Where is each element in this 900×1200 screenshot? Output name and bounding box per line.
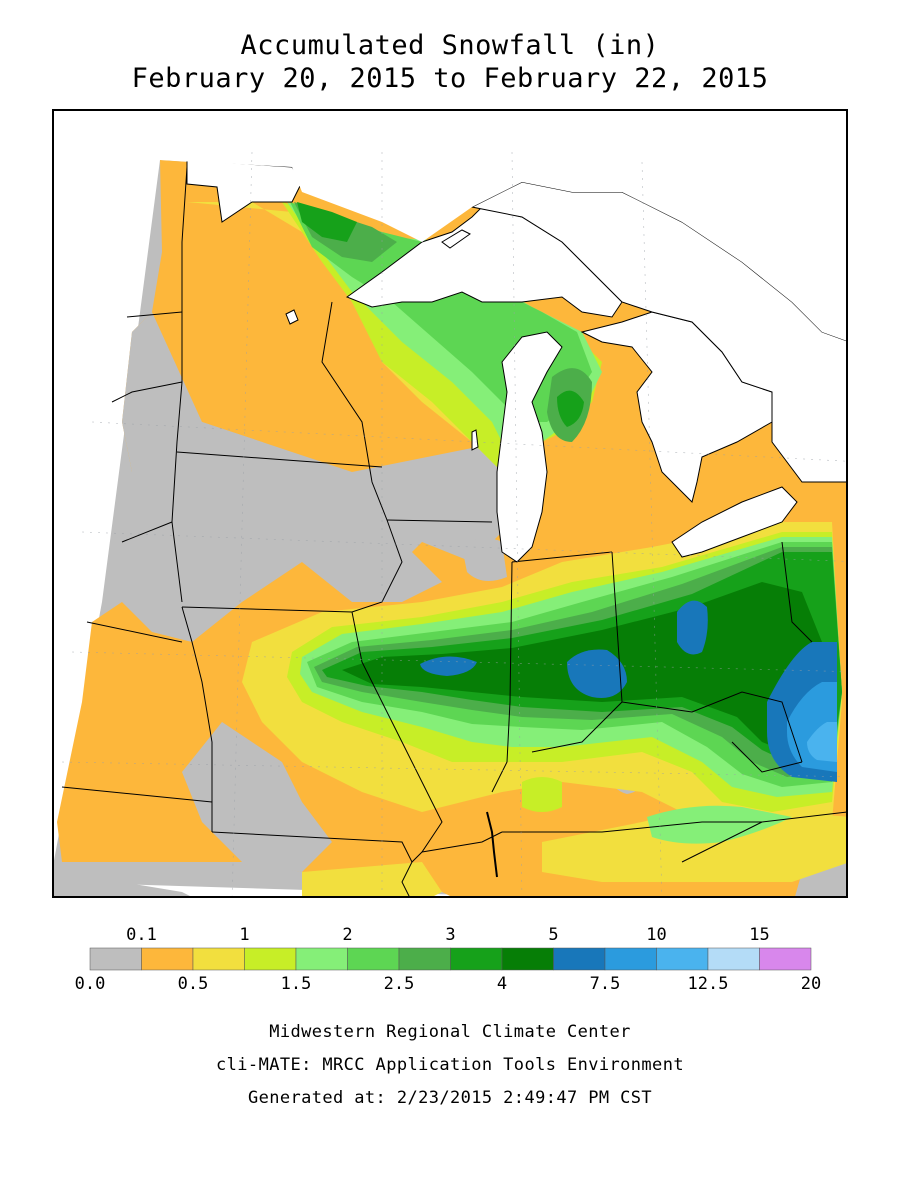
snow-zone-0.5-1-south	[302, 862, 442, 896]
lake-michigan	[496, 331, 563, 563]
snow-zone-10-12.5	[807, 722, 837, 762]
snow-zone-1-1.5-south	[522, 777, 562, 812]
state-boundaries	[61, 166, 846, 896]
legend-swatch	[707, 947, 760, 971]
snow-zone-trace-south	[182, 722, 332, 872]
legend-tick-lower: 7.5	[590, 974, 621, 994]
lake-superior	[345, 206, 623, 318]
legend-tick-upper: 0.1	[126, 925, 157, 945]
snow-zone-5-7.5-ohio	[677, 600, 708, 655]
lake-erie	[671, 486, 798, 558]
snow-zone-5-7.5-illinois	[420, 656, 477, 676]
legend-swatch	[347, 947, 400, 971]
snowfall-map	[52, 109, 848, 898]
credit-organization: Midwestern Regional Climate Center	[269, 1022, 631, 1042]
legend-swatch	[604, 947, 657, 971]
color-legend: 0.1 1 2 3 5 10 15 0.0 0.5 1.5 2.5 4 7.5 12.5 20	[75, 925, 822, 994]
mississippi-river-south	[486, 811, 498, 878]
legend-tick-upper: 1	[239, 925, 249, 945]
snow-zone-5-7.5-indiana	[567, 649, 627, 698]
snow-zone-trace-west	[112, 312, 442, 642]
legend-tick-lower: 0.0	[75, 974, 106, 994]
map-date-range: February 20, 2015 to February 22, 2015	[131, 63, 769, 94]
legend-tick-upper: 3	[445, 925, 455, 945]
legend-tick-lower: 0.5	[178, 974, 209, 994]
snow-zone-3-4-lp	[557, 390, 584, 427]
snow-zone-3-4-north	[297, 202, 357, 242]
snow-zone-1.5-2-southeast	[647, 805, 792, 844]
legend-tick-upper: 15	[749, 925, 769, 945]
lake-of-woods	[285, 309, 299, 325]
legend-swatch	[295, 947, 348, 971]
legend-swatch	[450, 947, 503, 971]
legend-tick-lower: 20	[801, 974, 821, 994]
lake-winnebago	[471, 429, 479, 451]
legend-swatch	[141, 947, 194, 971]
legend-swatch	[398, 947, 451, 971]
snow-zone-trace-iowa	[462, 538, 507, 581]
credit-application: cli-MATE: MRCC Application Tools Environ…	[216, 1055, 684, 1075]
legend-swatch	[656, 947, 709, 971]
legend-swatch	[553, 947, 606, 971]
map-title: Accumulated Snowfall (in)	[240, 30, 660, 61]
legend-tick-upper: 10	[646, 925, 666, 945]
canada-top	[152, 111, 846, 341]
legend-tick-lower: 2.5	[384, 974, 415, 994]
legend-tick-lower: 12.5	[688, 974, 729, 994]
isle-royale	[441, 229, 471, 249]
lat-lon-grid	[61, 151, 846, 896]
legend-tick-lower: 1.5	[281, 974, 312, 994]
legend-swatch	[501, 947, 554, 971]
legend-swatch	[244, 947, 297, 971]
legend-swatch	[89, 947, 142, 971]
legend-tick-lower: 4	[497, 974, 507, 994]
legend-swatch	[192, 947, 245, 971]
snow-zone-trace-southwest	[54, 872, 190, 896]
credit-generated-time: Generated at: 2/23/2015 2:49:47 PM CST	[247, 1088, 653, 1108]
legend-tick-upper: 5	[548, 925, 558, 945]
legend-swatch	[759, 947, 812, 971]
legend-tick-upper: 2	[342, 925, 352, 945]
